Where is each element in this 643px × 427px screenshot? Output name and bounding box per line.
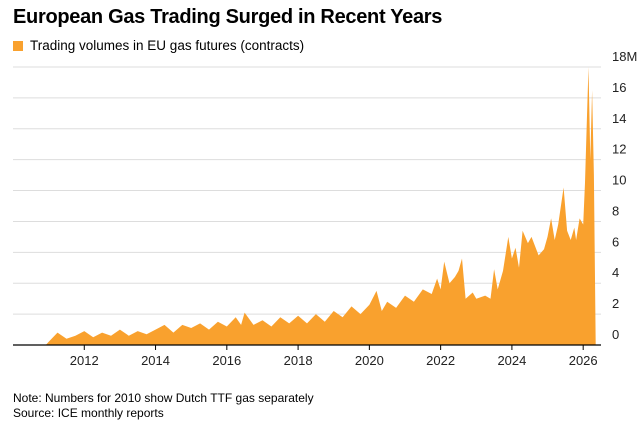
x-axis: 2012 2014 2016 2018 2020 2022 2024 2026 [70,345,598,368]
note-text: Note: Numbers for 2010 show Dutch TTF ga… [13,391,314,405]
source-text: Source: ICE monthly reports [13,406,164,420]
y-tick-label: 6 [612,234,619,249]
y-tick-label: 2 [612,296,619,311]
y-tick-label: 12 [612,142,626,157]
y-tick-label: 10 [612,173,626,188]
y-tick-label: 4 [612,265,619,280]
chart-footnote: Note: Numbers for 2010 show Dutch TTF ga… [13,391,314,421]
x-tick-label: 2014 [141,353,170,368]
x-tick-label: 2012 [70,353,99,368]
x-tick-label: 2026 [569,353,598,368]
y-tick-label: 8 [612,203,619,218]
chart-title: European Gas Trading Surged in Recent Ye… [13,6,443,28]
area-series [45,67,596,345]
x-tick-label: 2016 [212,353,241,368]
y-tick-label: 18M [612,49,637,64]
legend-label: Trading volumes in EU gas futures (contr… [30,38,305,53]
x-tick-label: 2022 [426,353,455,368]
y-tick-label: 14 [612,111,626,126]
x-tick-label: 2024 [497,353,526,368]
y-tick-label: 0 [612,327,619,342]
y-tick-label: 16 [612,80,626,95]
x-tick-label: 2018 [284,353,313,368]
legend-swatch [13,40,23,51]
x-tick-label: 2020 [355,353,384,368]
y-axis: 0 2 4 6 8 10 12 14 16 18M [612,49,637,342]
legend: Trading volumes in EU gas futures (contr… [13,38,304,53]
